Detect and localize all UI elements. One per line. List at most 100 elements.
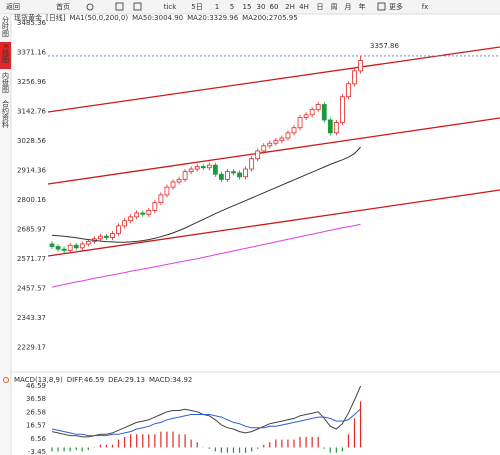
candle-body — [164, 186, 170, 196]
sidebar-tab[interactable]: 合约资料 — [2, 99, 10, 129]
macd-bar — [142, 434, 144, 448]
candle-body — [352, 70, 357, 85]
macd-bar — [57, 447, 59, 452]
sidebar-tab-active — [0, 42, 11, 69]
chart-icon[interactable] — [133, 2, 142, 11]
y-tick-label: 26.58 — [26, 408, 46, 416]
y-tick-label: 3256.96 — [17, 78, 46, 86]
macd-bar — [232, 447, 235, 453]
macd-bar — [87, 447, 89, 451]
macd-bar — [287, 439, 289, 448]
y-tick-label: 3028.56 — [17, 137, 46, 145]
macd-bar — [172, 431, 174, 448]
macd-bar — [214, 447, 216, 452]
toolbar-button[interactable]: 5 — [230, 3, 234, 11]
candle-body — [158, 194, 164, 204]
moving-average-line — [51, 223, 361, 288]
toolbar-button[interactable]: 返回 — [6, 3, 20, 11]
y-tick-label: 2800.16 — [17, 196, 46, 204]
y-tick-label: 2229.17 — [17, 344, 46, 352]
toolbar-button[interactable]: 日 — [317, 3, 324, 11]
candle-body — [212, 164, 218, 175]
macd-bar — [208, 447, 210, 449]
macd-bar — [111, 444, 114, 448]
candle-body — [255, 150, 261, 160]
candle-body — [309, 109, 315, 116]
candle-body — [231, 171, 236, 174]
y-tick-label: 2914.36 — [17, 167, 46, 175]
y-tick-label: 46.59 — [26, 382, 46, 390]
toolbar-button[interactable]: 15 — [243, 3, 252, 11]
candle-body — [243, 168, 249, 178]
instrument-name: 现货黄金 — [14, 13, 42, 22]
candle-body — [194, 166, 200, 170]
candle-body — [61, 248, 67, 251]
legend-entry: MACD:34.92 — [149, 376, 192, 384]
candle-body — [285, 132, 291, 139]
macd-bar — [245, 447, 247, 453]
candle-body — [170, 181, 176, 188]
indicator-label: MACD(13,8,9) — [14, 376, 63, 384]
macd-bar — [117, 439, 120, 448]
macd-bar — [148, 434, 150, 448]
candle-body — [110, 233, 115, 238]
legend-entry: MA20:3329.96 — [187, 14, 239, 22]
macd-bar — [136, 434, 138, 448]
macd-bar — [178, 434, 180, 448]
toolbar-button[interactable]: 月 — [345, 3, 352, 11]
candle-body — [279, 137, 285, 142]
candle-body — [321, 104, 327, 121]
toolbar-button[interactable]: 更多 — [389, 2, 403, 11]
trend-channel-line — [47, 117, 500, 185]
toolbar-button[interactable]: 4H — [299, 3, 309, 11]
toolbar-button[interactable]: 年 — [359, 2, 366, 11]
candle-body — [104, 235, 109, 238]
toolbar-button[interactable]: 1 — [215, 3, 219, 11]
toolbar-button[interactable]: 2H — [285, 3, 295, 11]
grid-icon[interactable] — [377, 2, 386, 11]
candle-body — [261, 145, 267, 152]
chart-icon[interactable] — [115, 2, 124, 11]
macd-bar — [226, 447, 229, 453]
macd-bar — [335, 447, 337, 453]
toolbar-button[interactable]: 60 — [270, 3, 279, 11]
toolbar-button[interactable]: tick — [164, 3, 178, 11]
sidebar-tab[interactable]: 内盘图 — [2, 71, 10, 94]
indicator-label: MA1(50,0,200,0) — [69, 14, 128, 22]
toolbar-button[interactable]: 周 — [331, 3, 338, 11]
sidebar-tab[interactable]: 分时图 — [2, 15, 10, 38]
candle-body — [200, 166, 206, 169]
y-tick-label: 2571.77 — [17, 255, 46, 263]
macd-bar — [359, 401, 362, 448]
toolbar-button[interactable]: 5日 — [191, 3, 202, 11]
toolbar-button[interactable]: 首页 — [56, 2, 70, 11]
macd-bar — [196, 442, 198, 448]
y-tick-label: 6.56 — [30, 435, 46, 443]
toolbar-button[interactable]: fx — [422, 3, 429, 11]
macd-bar — [63, 447, 65, 452]
legend-entry: MA200:2705.95 — [242, 14, 298, 22]
candle-body — [140, 212, 146, 215]
refresh-icon[interactable] — [86, 3, 94, 11]
macd-bar — [263, 444, 265, 448]
y-tick-label: 36.58 — [26, 395, 46, 403]
macd-bar — [329, 447, 331, 453]
legend-entry: DIFF:46.59 — [67, 376, 104, 384]
candle-body — [134, 212, 140, 218]
y-tick-label: 3142.76 — [17, 108, 46, 116]
toolbar-button[interactable]: 30 — [257, 3, 266, 11]
sidebar-tab[interactable]: K线图 — [2, 44, 10, 64]
candle-body — [206, 164, 212, 169]
trend-channel-line — [47, 46, 500, 113]
legend-entry: MA50:3004.90 — [132, 14, 183, 22]
macd-bar — [257, 447, 259, 449]
candle-body — [49, 243, 55, 247]
macd-bar — [154, 434, 156, 448]
candle-body — [303, 114, 309, 118]
macd-bar — [275, 439, 277, 448]
y-tick-label: 3485.36 — [17, 19, 46, 27]
macd-bar — [190, 439, 192, 448]
settings-icon[interactable] — [3, 377, 9, 383]
